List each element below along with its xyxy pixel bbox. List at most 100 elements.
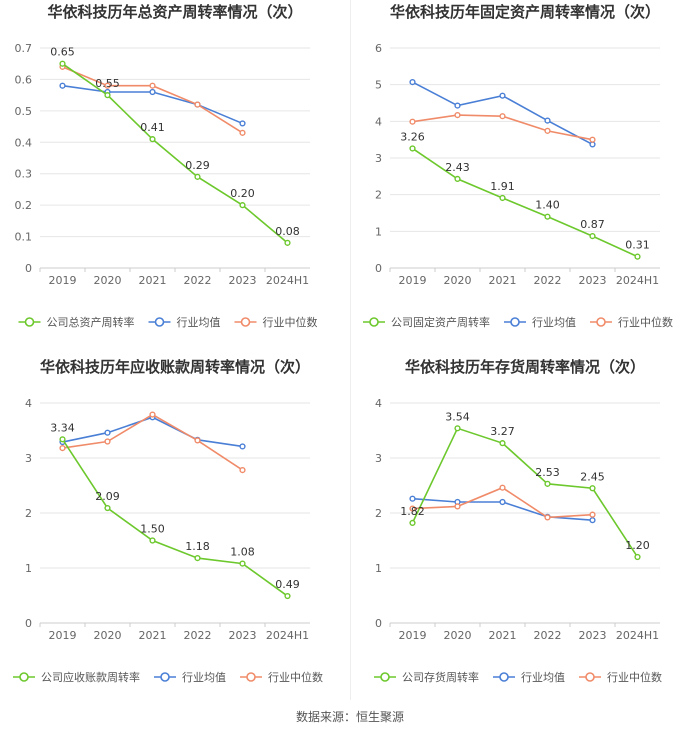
data-point-median[interactable]	[104, 82, 111, 89]
x-tick-label: 2024H1	[616, 274, 659, 287]
data-point-company[interactable]	[634, 253, 641, 260]
data-point-median[interactable]	[499, 484, 506, 491]
legend-label: 行业均值	[521, 671, 565, 684]
data-point-avg[interactable]	[409, 78, 416, 86]
chart-receivable-turnover: 华依科技历年应收账款周转率情况（次） 0 1 2 3 4 2019 2020 2021 2022 2…	[0, 355, 350, 700]
series-line-company	[411, 427, 639, 558]
chart-inventory-turnover: 华依科技历年存货周转率情况（次） 0 1 2 3 4 2019 2020 2021 2022 202…	[350, 355, 700, 700]
legend-label: 行业均值	[177, 316, 221, 329]
data-point-avg[interactable]	[454, 102, 461, 109]
data-point-company[interactable]	[454, 175, 461, 183]
data-point-median[interactable]	[409, 505, 416, 512]
data-point-company[interactable]	[284, 239, 291, 246]
data-point-median[interactable]	[149, 82, 156, 89]
data-point-median[interactable]	[544, 127, 551, 134]
data-point-avg[interactable]	[544, 117, 551, 124]
data-point-company[interactable]	[239, 202, 246, 209]
data-point-company[interactable]	[544, 480, 551, 487]
x-tick-label: 2024H1	[266, 629, 309, 642]
y-tick-label: 0.3	[15, 168, 33, 181]
data-point-avg[interactable]	[409, 495, 416, 502]
data-point-company[interactable]	[149, 537, 156, 544]
data-point-company[interactable]	[194, 173, 201, 180]
legend-item-avg[interactable]: 行业均值	[148, 316, 221, 329]
series-line-company	[62, 63, 289, 244]
data-point-median[interactable]	[149, 411, 156, 418]
y-tick-label: 4	[375, 397, 382, 410]
data-point-company[interactable]	[634, 553, 641, 561]
data-point-company[interactable]	[284, 592, 291, 600]
data-point-company[interactable]	[454, 425, 461, 432]
data-point-company[interactable]	[409, 519, 416, 527]
data-point-avg[interactable]	[499, 92, 506, 99]
legend-swatch-marker	[160, 672, 170, 682]
x-tick-label: 2022	[184, 274, 212, 287]
data-point-avg[interactable]	[59, 82, 66, 89]
data-point-company[interactable]	[239, 560, 246, 567]
data-point-median[interactable]	[194, 437, 201, 444]
data-point-median[interactable]	[104, 438, 111, 445]
data-point-company[interactable]	[104, 504, 111, 512]
data-point-median[interactable]	[454, 503, 461, 510]
data-point-median[interactable]	[239, 129, 246, 136]
data-point-median[interactable]	[239, 466, 246, 474]
data-point-median[interactable]	[409, 118, 416, 125]
legend-item-avg[interactable]: 行业均值	[493, 671, 565, 684]
legend-item-company[interactable]: 公司存货周转率	[374, 670, 479, 684]
data-point-company[interactable]	[499, 440, 506, 447]
y-tick-label: 1	[375, 225, 382, 238]
legend-label: 行业中位数	[618, 315, 673, 329]
legend-item-median[interactable]: 行业中位数	[590, 315, 673, 329]
legend-swatch-marker	[596, 317, 606, 327]
legend-item-company[interactable]: 公司应收账款周转率	[13, 670, 140, 684]
data-point-avg[interactable]	[239, 120, 246, 127]
legend-label: 行业均值	[532, 316, 576, 329]
data-point-median[interactable]	[194, 101, 201, 108]
legend-label: 行业中位数	[607, 670, 662, 684]
data-label: 1.91	[490, 180, 515, 193]
data-point-company[interactable]	[59, 60, 66, 67]
legend-item-company[interactable]: 公司总资产周转率	[18, 315, 135, 329]
data-point-median[interactable]	[589, 511, 596, 518]
data-point-company[interactable]	[149, 136, 156, 143]
data-point-company[interactable]	[589, 233, 596, 240]
legend-swatch-marker	[154, 317, 165, 327]
data-point-company[interactable]	[104, 92, 111, 99]
data-point-median[interactable]	[454, 111, 461, 119]
data-point-avg[interactable]	[149, 88, 156, 96]
data-point-avg[interactable]	[239, 443, 246, 450]
chart-fixed-asset-turnover: 华依科技历年固定资产周转率情况（次） 0 1 2 3 4 5 6 2019 2020 2021 202…	[350, 0, 700, 345]
data-label: 1.18	[185, 540, 210, 553]
chart-title: 华依科技历年存货周转率情况（次）	[405, 358, 645, 376]
legend-item-median[interactable]: 行业中位数	[234, 315, 318, 329]
chart-title: 华依科技历年应收账款周转率情况（次）	[40, 358, 310, 376]
data-point-median[interactable]	[589, 136, 596, 143]
data-point-avg[interactable]	[589, 517, 596, 524]
data-point-company[interactable]	[499, 194, 506, 202]
data-point-median[interactable]	[499, 113, 506, 120]
y-tick-label: 2	[25, 507, 32, 520]
data-point-median[interactable]	[544, 514, 551, 521]
data-point-avg[interactable]	[104, 429, 111, 436]
y-tick-label: 6	[375, 42, 382, 55]
legend-item-median[interactable]: 行业中位数	[240, 670, 323, 684]
data-label: 0.55	[95, 77, 120, 90]
data-point-company[interactable]	[409, 145, 416, 152]
legend-item-median[interactable]: 行业中位数	[579, 670, 662, 684]
data-point-company[interactable]	[589, 485, 596, 492]
data-point-company[interactable]	[194, 555, 201, 562]
legend-swatch-marker	[240, 317, 251, 327]
data-label: 0.20	[230, 187, 255, 200]
data-point-median[interactable]	[59, 444, 66, 452]
data-point-company[interactable]	[59, 436, 66, 443]
legend-item-avg[interactable]: 行业均值	[504, 316, 576, 329]
data-label: 1.20	[625, 539, 650, 552]
x-tick-label: 2023	[229, 629, 257, 642]
data-label: 1.82	[400, 505, 425, 518]
data-point-company[interactable]	[544, 213, 551, 220]
legend-label: 公司总资产周转率	[47, 315, 135, 329]
data-point-avg[interactable]	[499, 498, 506, 506]
legend-item-avg[interactable]: 行业均值	[154, 671, 226, 684]
legend-item-company[interactable]: 公司固定资产周转率	[363, 315, 490, 329]
